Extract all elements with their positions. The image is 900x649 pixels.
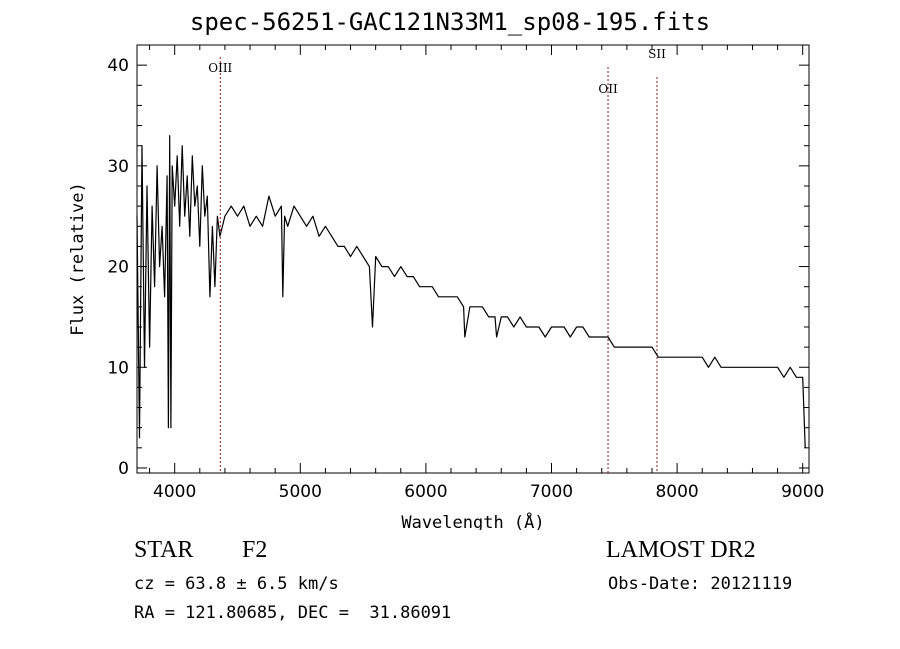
x-tick-label: 6000 (404, 482, 447, 502)
object-type: STAR (134, 537, 194, 563)
x-axis-label: Wavelength (Å) (401, 511, 544, 530)
spectrum-line (136, 135, 806, 448)
y-axis: 0 10 20 30 40 (107, 56, 809, 479)
chart-title: spec-56251-GAC121N33M1_sp08-195.fits (189, 8, 711, 36)
line-markers: OIII OII SII (208, 47, 666, 473)
x-tick-label: 8000 (655, 482, 698, 502)
y-tick-label: 30 (107, 157, 129, 177)
object-class: F2 (242, 537, 268, 563)
y-axis-label: Flux (relative) (68, 182, 88, 336)
survey-name: LAMOST DR2 (606, 537, 756, 563)
redshift-readout: cz = 63.8 ± 6.5 km/s (134, 574, 339, 594)
x-tick-label: 9000 (781, 482, 824, 502)
spectrum-series (136, 135, 806, 448)
y-tick-label: 40 (107, 56, 129, 76)
line-marker-label: OIII (208, 61, 232, 75)
x-tick-label: 4000 (153, 482, 196, 502)
line-marker-label: OII (598, 82, 618, 96)
line-marker-label: SII (648, 47, 666, 61)
y-tick-label: 10 (107, 358, 129, 378)
y-tick-label: 0 (118, 459, 129, 479)
x-tick-label: 5000 (279, 482, 322, 502)
observation-date: Obs-Date: 20121119 (608, 574, 793, 594)
plot-frame (136, 44, 810, 474)
x-axis: 4000 5000 6000 7000 8000 9000 (149, 45, 824, 502)
y-tick-label: 20 (107, 258, 129, 278)
spectrum-chart: OIII OII SII 4000 5000 6000 7000 8000 9000 0 10 2… (68, 44, 824, 530)
x-tick-label: 7000 (530, 482, 573, 502)
coordinates-readout: RA = 121.80685, DEC = 31.86091 (134, 603, 452, 623)
